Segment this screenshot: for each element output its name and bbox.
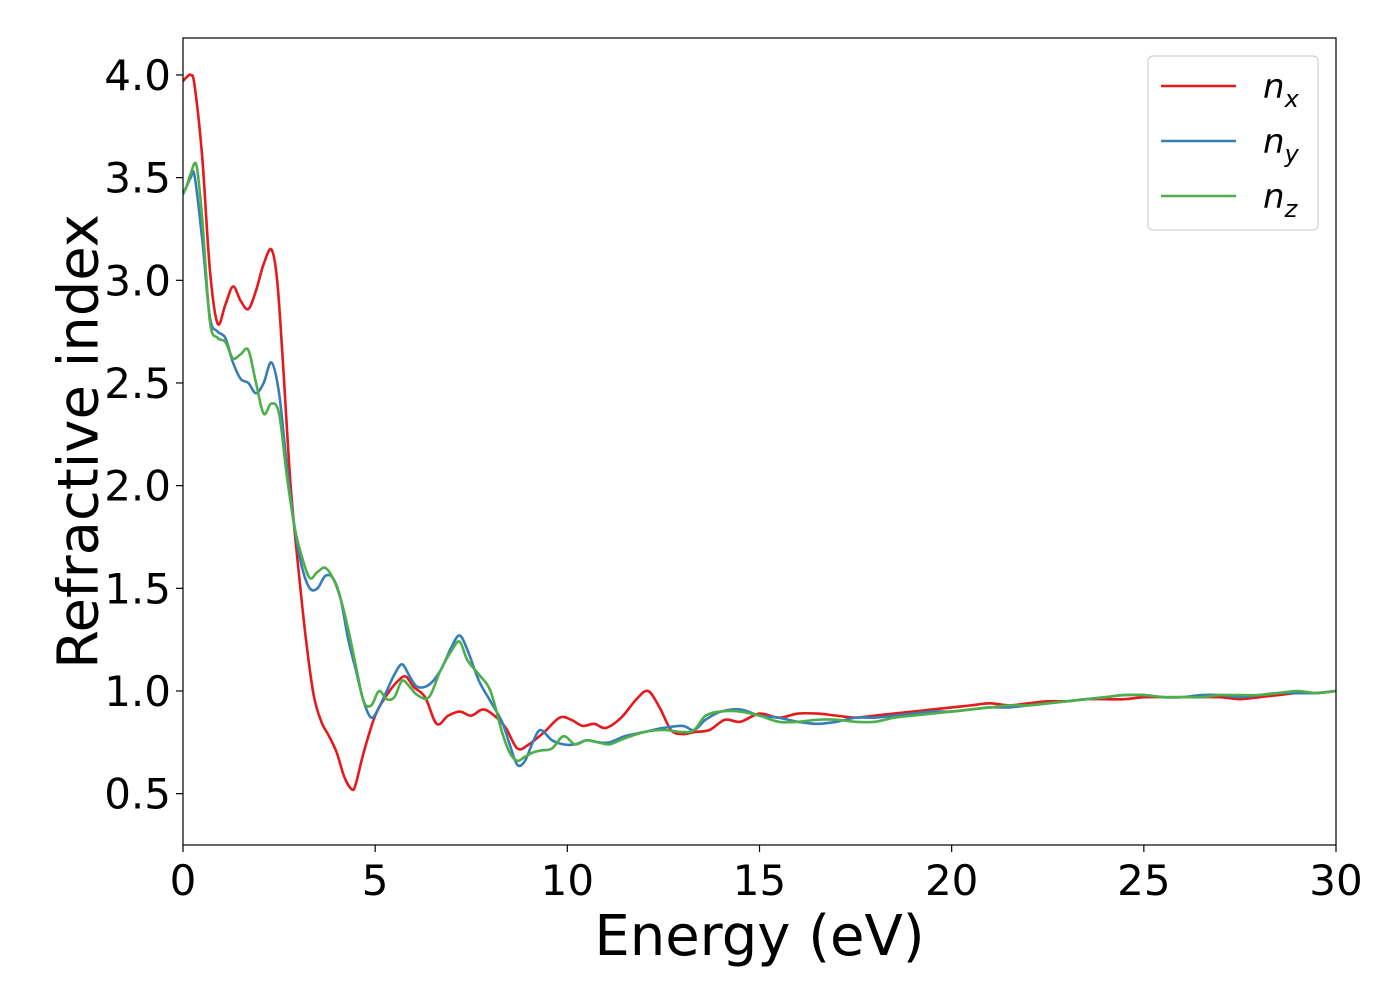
y-tick-label: 2.0 — [104, 462, 171, 511]
legend: nx ny nz — [1147, 55, 1319, 231]
x-tick-label: 0 — [170, 856, 197, 905]
legend-label-x: nx — [1263, 67, 1300, 113]
y-axis: 0.5 1.0 1.5 2.0 2.5 3.0 3.5 4.0 — [104, 51, 183, 819]
y-tick-label: 1.5 — [104, 564, 171, 613]
x-tick-label: 20 — [925, 856, 978, 905]
y-axis-label: Refractive index — [47, 214, 112, 669]
x-axis: 0 5 10 15 20 25 30 — [170, 845, 1363, 905]
x-tick-label: 30 — [1309, 856, 1362, 905]
y-tick-label: 3.5 — [104, 154, 171, 203]
series-line-x — [183, 73, 1336, 792]
legend-label-z: nz — [1263, 177, 1299, 223]
series-layer — [183, 73, 1336, 792]
y-tick-label: 2.5 — [104, 359, 171, 408]
x-tick-label: 25 — [1117, 856, 1170, 905]
y-tick-label: 3.0 — [104, 256, 171, 305]
y-tick-label: 1.0 — [104, 667, 171, 716]
legend-box — [1147, 55, 1319, 231]
series-line-z — [183, 161, 1336, 763]
x-axis-label: Energy (eV) — [594, 904, 924, 969]
y-tick-label: 4.0 — [104, 51, 171, 100]
legend-label-y: ny — [1263, 122, 1300, 168]
y-tick-label: 0.5 — [104, 770, 171, 819]
x-tick-label: 10 — [541, 856, 594, 905]
x-tick-label: 5 — [362, 856, 389, 905]
x-tick-label: 15 — [733, 856, 786, 905]
